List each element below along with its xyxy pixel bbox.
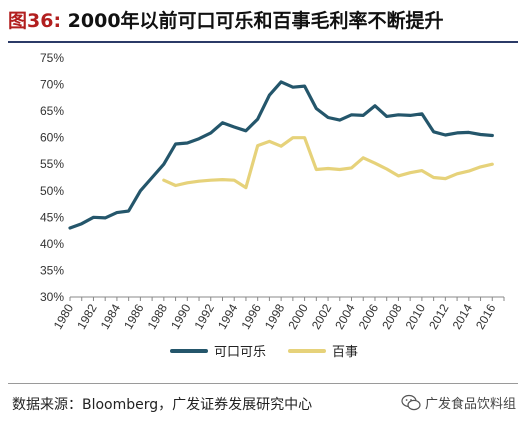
y-tick-label: 55% [40,157,64,171]
figure-number: 图36: [8,10,62,32]
series-line-pepsi [162,136,494,190]
x-tick-label: 1990 [168,301,194,331]
x-tick-label: 1980 [51,301,77,331]
x-tick-label: 2000 [285,301,311,331]
x-tick-label: 2002 [309,301,335,331]
x-tick-label: 1984 [98,301,124,331]
y-tick-label: 65% [40,104,64,118]
y-tick-label: 30% [40,290,64,304]
source-note: 数据来源：Bloomberg，广发证券发展研究中心 [12,397,313,413]
x-axis: 1980198219841986198819901992199419961998… [51,296,505,332]
legend-label-coca-cola: 可口可乐 [214,345,266,360]
y-tick-label: 40% [40,237,64,251]
watermark: 广发食品饮料组 [401,393,516,412]
y-tick-label: 60% [40,131,64,145]
x-tick-label: 2008 [379,301,405,331]
y-tick-label: 35% [40,263,64,277]
x-tick-label: 1986 [121,301,147,331]
y-tick-label: 50% [40,184,64,198]
source-divider [8,383,518,384]
y-tick-label: 75% [40,51,64,65]
y-tick-label: 70% [40,78,64,92]
legend: 可口可乐 百事 [170,345,358,360]
x-tick-label: 2006 [356,301,382,331]
y-tick-label: 45% [40,210,64,224]
x-tick-label: 2012 [426,301,452,331]
series-line-coca-cola [68,80,494,230]
x-tick-label: 1994 [215,301,241,331]
x-tick-label: 1998 [262,301,288,331]
chart-title: 图36: 2000年以前可口可乐和百事毛利率不断提升 [8,6,518,36]
x-tick-label: 2004 [332,301,358,331]
title-text: 2000年以前可口可乐和百事毛利率不断提升 [67,10,444,32]
x-tick-label: 2016 [473,301,499,331]
title-divider [8,41,518,43]
legend-label-pepsi: 百事 [332,345,358,360]
x-tick-label: 2014 [450,301,476,331]
x-tick-label: 1992 [192,301,218,331]
x-tick-label: 1996 [238,301,264,331]
watermark-text: 广发食品饮料组 [424,397,516,412]
x-tick-label: 1982 [74,301,100,331]
wechat-icon [401,394,421,410]
x-tick-label: 1988 [145,301,171,331]
line-chart: 30%35%40%45%50%55%60%65%70%75% 198019821… [40,51,505,360]
x-tick-label: 2010 [403,301,429,331]
y-axis-labels: 30% 35% 40% 45% 50% 55% 60% 65% 70% 75% [40,51,64,304]
plot-lines [68,80,494,230]
